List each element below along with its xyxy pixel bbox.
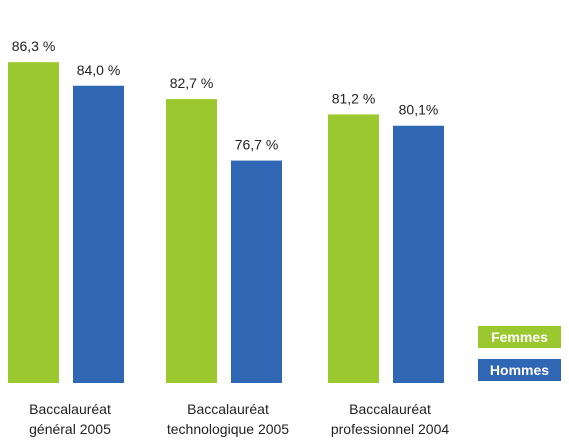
value-label-hommes-2: 80,1% — [399, 102, 439, 118]
category-label-0-0: Baccalauréat — [29, 401, 111, 417]
bar-femmes-2 — [328, 114, 379, 383]
legend-swatch-hommes — [478, 359, 561, 381]
bar-hommes-0 — [73, 85, 124, 383]
bars — [8, 62, 444, 384]
legend-label-hommes: Hommes — [490, 362, 549, 378]
category-label-0-1: général 2005 — [29, 421, 111, 437]
value-label-femmes-0: 86,3 % — [12, 38, 56, 54]
value-label-femmes-1: 82,7 % — [170, 75, 214, 91]
category-label-1-0: Baccalauréat — [187, 401, 269, 417]
category-label-2-0: Baccalauréat — [349, 401, 431, 417]
category-label-2-1: professionnel 2004 — [331, 421, 450, 437]
bar-femmes-1 — [166, 99, 217, 383]
bar-hommes-1 — [231, 160, 282, 383]
value-label-femmes-2: 81,2 % — [332, 90, 376, 106]
value-labels: 86,3 % 84,0 % 82,7 % 76,7 % 81,2 % 80,1% — [12, 38, 439, 152]
legend-label-femmes: Femmes — [491, 329, 548, 345]
legend-swatch-femmes — [478, 326, 561, 348]
bar-hommes-2 — [393, 125, 444, 383]
category-label-1-1: technologique 2005 — [167, 421, 289, 437]
bar-femmes-0 — [8, 62, 59, 384]
value-label-hommes-0: 84,0 % — [77, 62, 121, 78]
value-label-hommes-1: 76,7 % — [235, 137, 279, 153]
legend: Femmes Hommes — [478, 326, 561, 381]
category-labels: Baccalauréat général 2005 Baccalauréat tech… — [29, 401, 449, 437]
